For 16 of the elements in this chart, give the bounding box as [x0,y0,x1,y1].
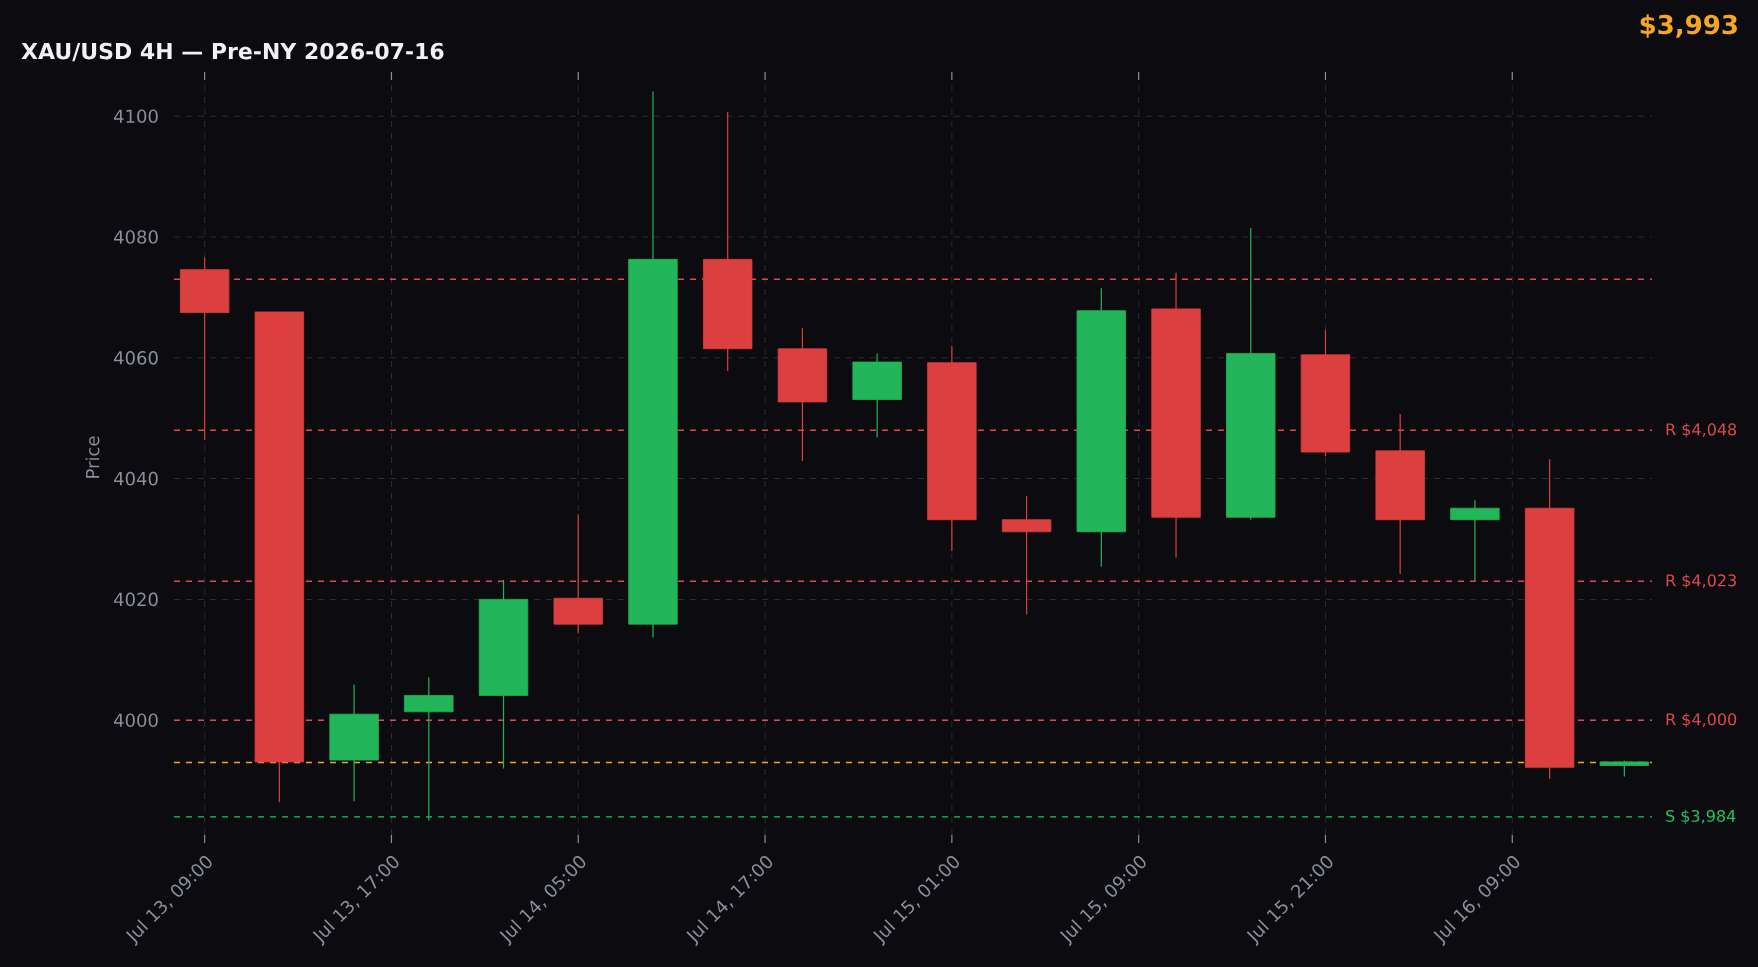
y-tick-label: 4000 [114,713,158,728]
ref-line-label: R $4,023 [1666,574,1736,589]
candlestick [1450,499,1500,582]
y-axis-title: Price [85,436,100,478]
candlestick [1001,495,1052,616]
text: $3,993 [1640,14,1737,38]
y-tick-label: 4060 [114,351,158,365]
y-tick-label: 4020 [114,592,158,607]
y-tick-label: 4080 [114,230,158,244]
ref-line-label: S $3,984 [1666,809,1736,825]
candlestick [404,676,454,822]
ref-line-label: R $4,048 [1666,423,1737,438]
ref-line-label: R $4,000 [1666,712,1737,728]
y-tick-label: 4100 [114,109,158,124]
chart-title: XAU/USD 4H — Pre-NY 2026-07-16 [21,42,444,62]
y-tick-label: 4040 [114,471,158,486]
